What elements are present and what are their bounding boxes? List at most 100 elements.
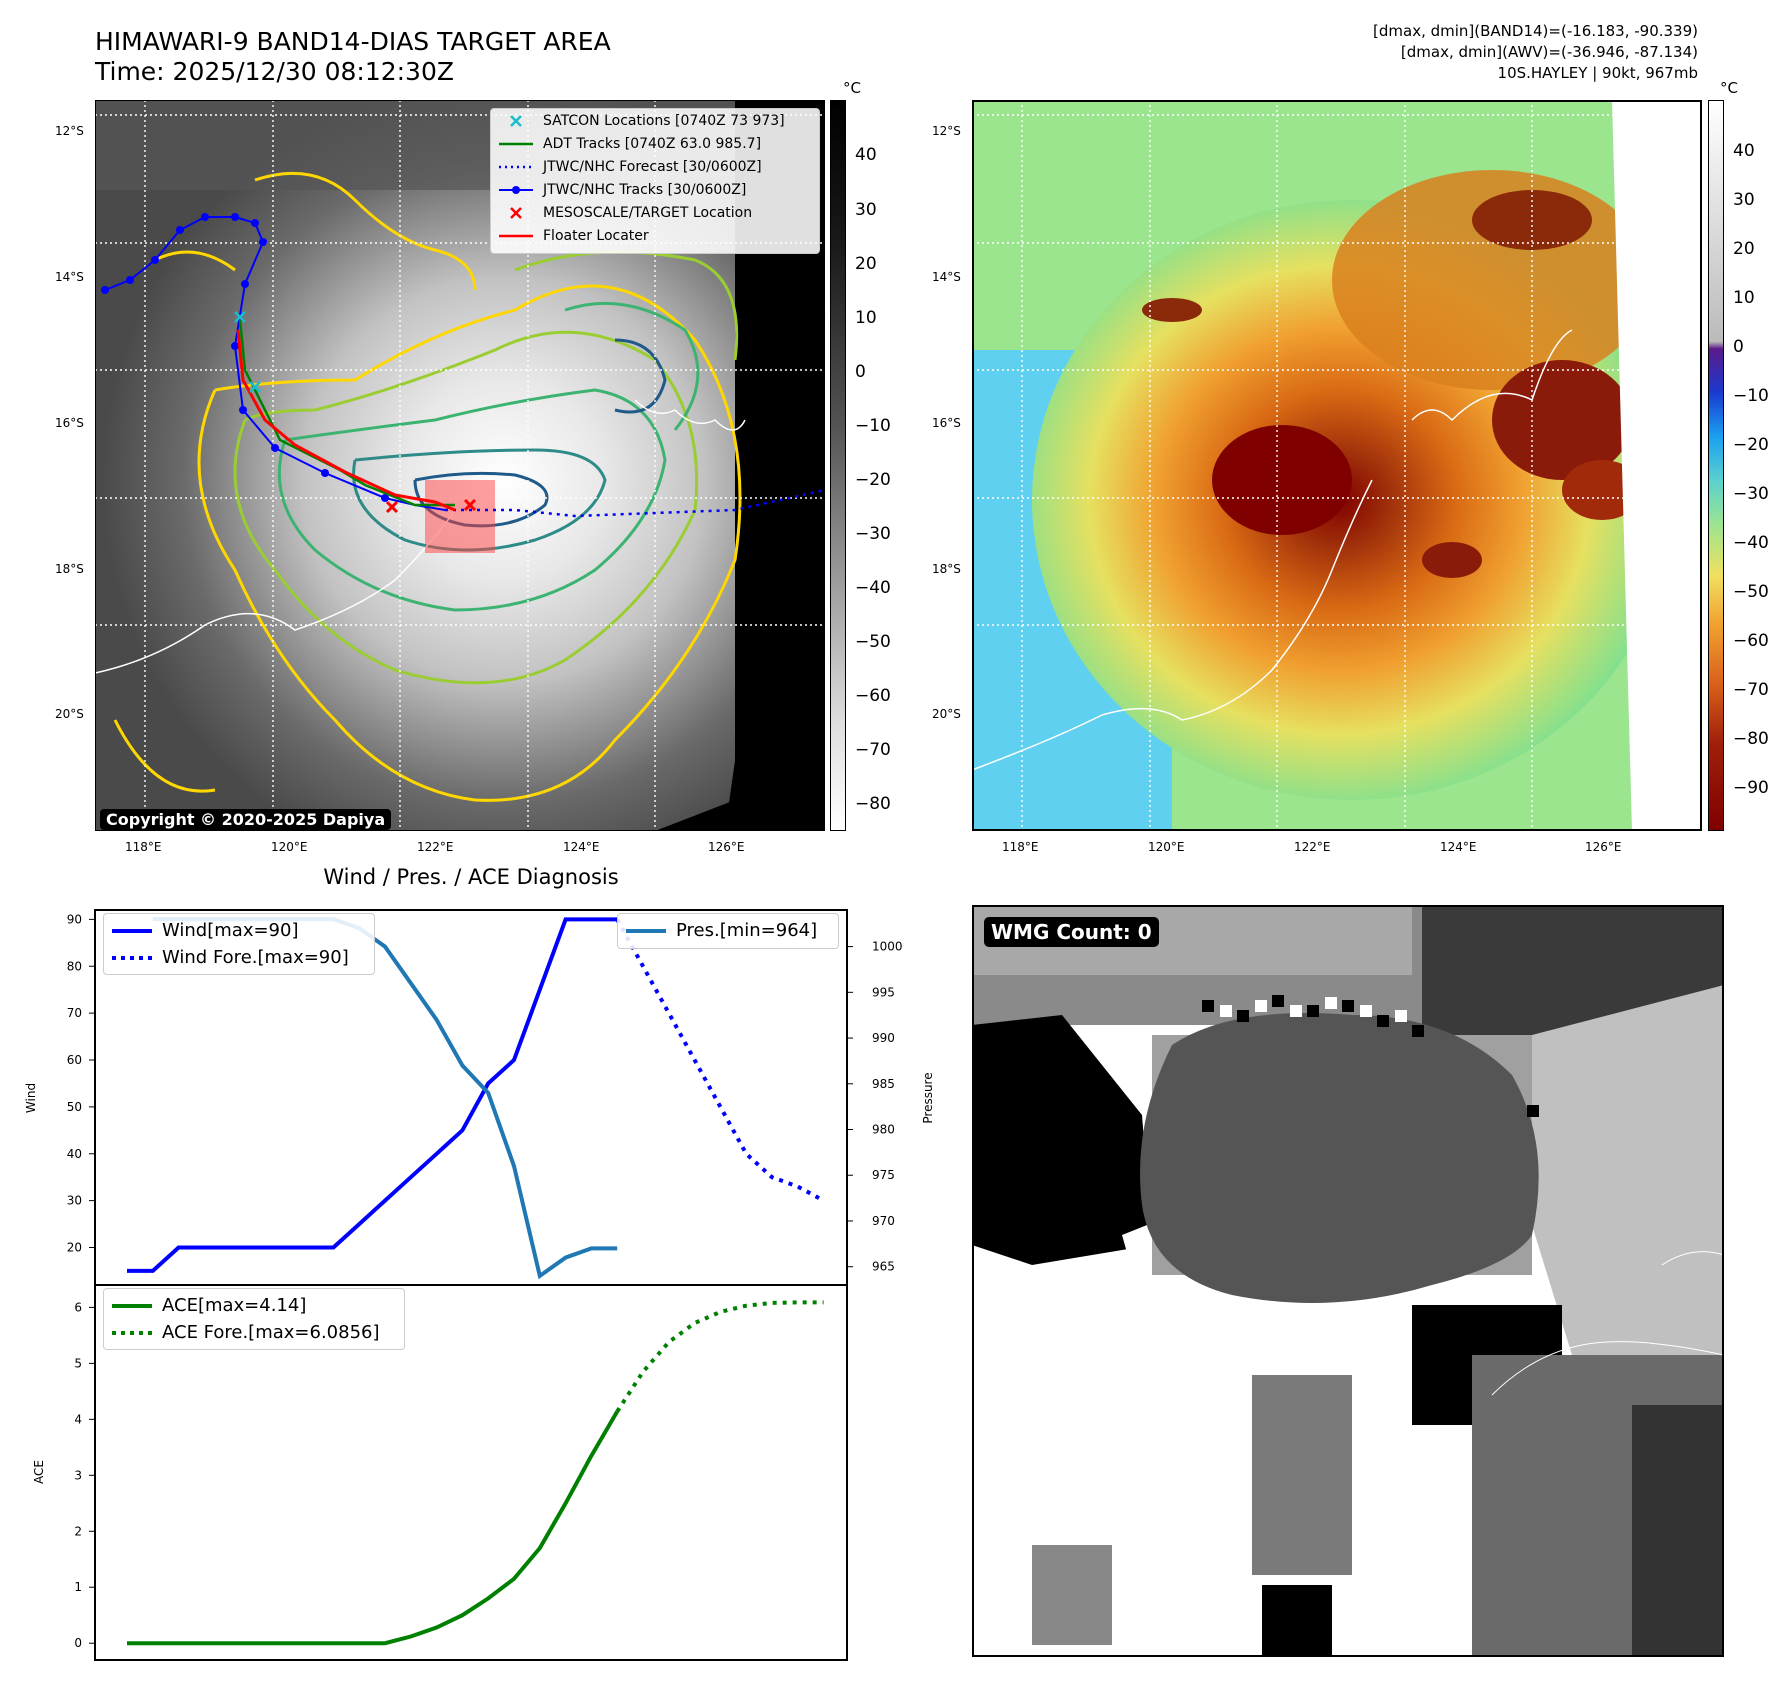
lon-label: 126°E	[1585, 840, 1622, 854]
map-legend: SATCON Locations [0740Z 73 973] ADT Trac…	[490, 108, 820, 254]
wind-ylabel: Wind	[24, 1083, 38, 1113]
y-tick-label: 20	[67, 1241, 82, 1255]
gray-colorbar-unit: °C	[843, 79, 861, 97]
color-colorbar	[1708, 100, 1724, 831]
lon-label: 118°E	[1002, 840, 1039, 854]
lon-label: 122°E	[1294, 840, 1331, 854]
lon-label: 118°E	[125, 840, 162, 854]
legend-adt: ADT Tracks [0740Z 63.0 985.7]	[499, 136, 762, 152]
y-tick-label: 4	[74, 1412, 82, 1426]
gray-cb-tick: 30	[855, 200, 877, 220]
ace-legend: ACE[max=4.14] ACE Fore.[max=6.0856]	[103, 1288, 405, 1350]
pres-ylabel: Pressure	[921, 1072, 935, 1123]
color-cb-tick: 10	[1733, 288, 1755, 308]
color-cb-tick: 30	[1733, 190, 1755, 210]
lon-label: 120°E	[1148, 840, 1185, 854]
gray-cb-tick: −10	[855, 416, 891, 436]
lon-label: 120°E	[271, 840, 308, 854]
lat-label: 20°S	[932, 707, 961, 721]
y-tick-label: 0	[74, 1636, 82, 1650]
y-tick-label: 1000	[872, 940, 903, 954]
y-tick-label: 5	[74, 1356, 82, 1370]
legend-mesoscale: MESOSCALE/TARGET Location	[499, 205, 752, 221]
y-tick-label: 985	[872, 1077, 895, 1091]
dmax-band14: [dmax, dmin](BAND14)=(-16.183, -90.339)	[1373, 22, 1698, 40]
y-tick-label: 990	[872, 1031, 895, 1045]
lat-label: 18°S	[932, 562, 961, 576]
wmg-panel	[972, 905, 1724, 1657]
y-tick-label: 1	[74, 1580, 82, 1594]
y-tick-label: 60	[67, 1053, 82, 1067]
legend-floater: Floater Locater	[499, 228, 649, 244]
color-cb-tick: 20	[1733, 239, 1755, 259]
figure-time: Time: 2025/12/30 08:12:30Z	[95, 57, 454, 86]
series-line-wind-max-90	[127, 917, 618, 1273]
gray-cb-tick: −70	[855, 740, 891, 760]
series-line-wind-fore-max-90	[615, 918, 825, 1203]
lat-label: 12°S	[55, 124, 84, 138]
gray-cb-tick: −20	[855, 470, 891, 490]
color-cb-tick: −30	[1733, 484, 1769, 504]
color-colorbar-unit: °C	[1720, 79, 1738, 97]
y-tick-label: 40	[67, 1147, 82, 1161]
color-cb-tick: −80	[1733, 729, 1769, 749]
color-cb-tick: −40	[1733, 533, 1769, 553]
gray-cb-tick: −80	[855, 794, 891, 814]
lat-label: 16°S	[55, 416, 84, 430]
legend-wind-fore: Wind Fore.[max=90]	[112, 947, 349, 968]
gray-cb-tick: 0	[855, 362, 866, 382]
series-line-ace-max-4-14	[127, 1410, 619, 1646]
legend-satcon: SATCON Locations [0740Z 73 973]	[499, 113, 785, 129]
awv-map	[972, 100, 1702, 831]
y-tick-label: 90	[67, 912, 82, 926]
wmg-panel-frame	[972, 905, 1724, 1657]
color-cb-tick: −70	[1733, 680, 1769, 700]
legend-jtwc-forecast: JTWC/NHC Forecast [30/0600Z]	[499, 159, 762, 175]
y-tick-label: 980	[872, 1123, 895, 1137]
copyright-label: Copyright © 2020-2025 Dapiya	[100, 809, 392, 830]
y-tick-label: 965	[872, 1260, 895, 1274]
lat-label: 16°S	[932, 416, 961, 430]
y-tick-label: 970	[872, 1214, 895, 1228]
storm-info: 10S.HAYLEY | 90kt, 967mb	[1497, 64, 1698, 82]
gray-cb-tick: −50	[855, 632, 891, 652]
lat-label: 20°S	[55, 707, 84, 721]
pres-legend: Pres.[min=964]	[617, 913, 839, 949]
legend-wind: Wind[max=90]	[112, 920, 299, 941]
awv-map-frame	[972, 100, 1702, 831]
y-tick-label: 30	[67, 1194, 82, 1208]
color-cb-tick: −20	[1733, 435, 1769, 455]
color-cb-tick: −60	[1733, 631, 1769, 651]
ace-ylabel: ACE	[32, 1460, 46, 1484]
lat-label: 18°S	[55, 562, 84, 576]
lat-label: 14°S	[932, 270, 961, 284]
diagnosis-title: Wind / Pres. / ACE Diagnosis	[323, 865, 619, 889]
gray-cb-tick: −40	[855, 578, 891, 598]
lon-label: 122°E	[417, 840, 454, 854]
legend-jtwc-tracks: JTWC/NHC Tracks [30/0600Z]	[499, 182, 746, 198]
lon-label: 124°E	[563, 840, 600, 854]
gray-cb-tick: 40	[855, 145, 877, 165]
y-tick-label: 6	[74, 1300, 82, 1314]
y-tick-label: 975	[872, 1168, 895, 1182]
color-cb-tick: −10	[1733, 386, 1769, 406]
lon-label: 126°E	[708, 840, 745, 854]
y-tick-label: 70	[67, 1006, 82, 1020]
lon-label: 124°E	[1440, 840, 1477, 854]
series-line-ace-fore-max-6-0856	[615, 1300, 824, 1413]
gray-cb-tick: −30	[855, 524, 891, 544]
y-tick-label: 80	[67, 959, 82, 973]
figure-title: HIMAWARI-9 BAND14-DIAS TARGET AREA	[95, 27, 611, 56]
dmax-awv: [dmax, dmin](AWV)=(-36.946, -87.134)	[1400, 43, 1698, 61]
legend-ace-fore: ACE Fore.[max=6.0856]	[112, 1322, 380, 1343]
lat-label: 12°S	[932, 124, 961, 138]
y-tick-label: 2	[74, 1524, 82, 1538]
y-tick-label: 995	[872, 985, 895, 999]
legend-pres: Pres.[min=964]	[626, 920, 818, 941]
gray-cb-tick: −60	[855, 686, 891, 706]
color-cb-tick: 40	[1733, 141, 1755, 161]
gray-colorbar	[830, 100, 846, 831]
legend-ace: ACE[max=4.14]	[112, 1295, 307, 1316]
color-cb-tick: −90	[1733, 778, 1769, 798]
